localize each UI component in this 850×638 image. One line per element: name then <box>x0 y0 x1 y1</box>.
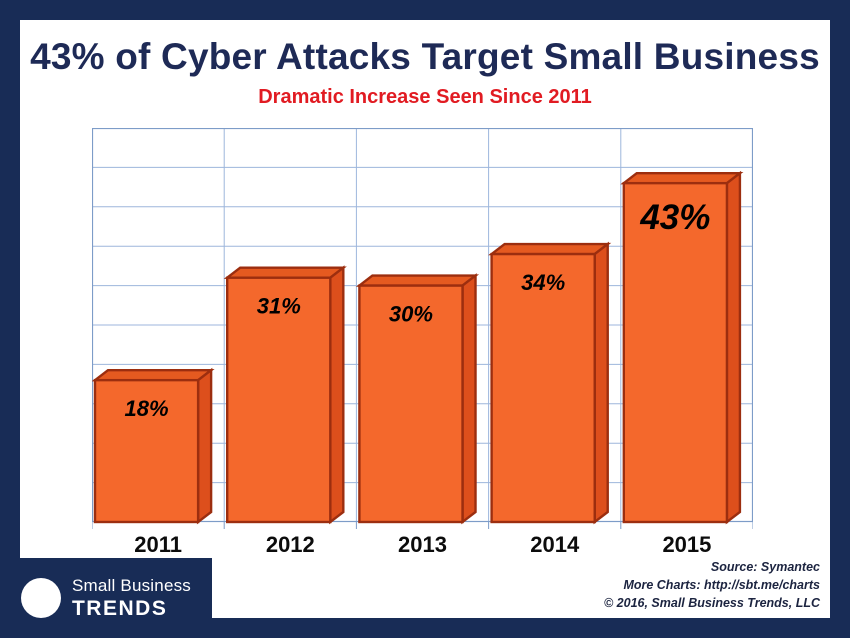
x-axis-label-2011: 2011 <box>134 532 182 557</box>
bar-top-2013 <box>355 274 480 287</box>
x-axis-labels: 2011 2012 2013 2014 2015 <box>92 532 753 558</box>
bar-side-2012 <box>329 265 345 525</box>
bar-2014 <box>490 252 596 524</box>
source-line: Source: Symantec <box>710 559 820 574</box>
bar-2011 <box>93 378 200 524</box>
bar-label-2014: 34% <box>521 270 565 295</box>
bar-2015 <box>622 181 729 524</box>
bar-side-2011 <box>196 367 213 525</box>
bar-top-2011 <box>92 368 215 382</box>
x-axis-label-2015: 2015 <box>662 532 712 557</box>
plot-area: 18% 31% 30% 34% 43% 2011 2012 2013 2014 2015 <box>92 128 753 558</box>
logo-circle-icon <box>20 578 61 618</box>
bar-top-2014 <box>488 242 612 256</box>
x-axis-label-2014: 2014 <box>530 532 580 557</box>
bar-label-2015: 43% <box>639 198 710 237</box>
x-axis-label-2013: 2013 <box>398 532 447 557</box>
bar-chart-svg: 18% 31% 30% 34% 43% <box>92 128 753 529</box>
bar-top-2015 <box>620 171 744 185</box>
logo-line2: TRENDS <box>71 596 168 620</box>
brand-logo: Small Business TRENDS <box>0 558 212 638</box>
x-axis-label-2012: 2012 <box>265 532 315 557</box>
bar-label-2011: 18% <box>125 396 169 421</box>
bar-2012 <box>225 276 332 524</box>
bar-side-2013 <box>461 273 477 525</box>
chart-subtitle: Dramatic Increase Seen Since 2011 <box>258 86 592 108</box>
logo-line1: Small Business <box>71 575 191 595</box>
more-charts-line: More Charts: http://sbt.me/charts <box>623 577 820 592</box>
bar-side-2014 <box>593 241 609 525</box>
chart-panel: 43% of Cyber Attacks Target Small Busine… <box>20 20 830 618</box>
bar-label-2013: 30% <box>389 302 433 327</box>
chart-title: 43% of Cyber Attacks Target Small Busine… <box>30 36 820 77</box>
bar-label-2012: 31% <box>257 294 301 319</box>
copyright-line: © 2016, Small Business Trends, LLC <box>603 595 820 610</box>
bar-2013 <box>358 284 464 524</box>
bar-side-2015 <box>725 170 742 525</box>
logo-text: Small Business TRENDS <box>72 576 191 621</box>
bar-top-2012 <box>223 266 347 279</box>
source-block: Source: Symantec More Charts: http://sbt… <box>604 558 820 612</box>
